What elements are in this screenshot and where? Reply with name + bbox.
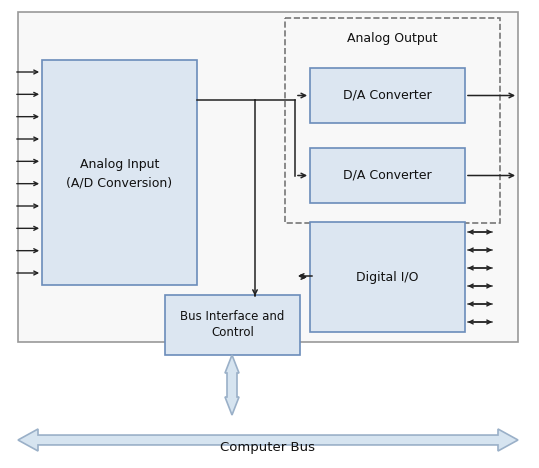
Text: Analog Output: Analog Output [347, 32, 437, 45]
Bar [18, 12, 518, 342]
Text: Computer Bus: Computer Bus [220, 441, 315, 454]
Text: Control: Control [211, 327, 254, 339]
Bar [310, 68, 465, 123]
Text: Bus Interface and: Bus Interface and [181, 310, 285, 323]
Text: (A/D Conversion): (A/D Conversion) [66, 176, 172, 189]
Bar [310, 222, 465, 332]
Bar [310, 148, 465, 203]
Bar [285, 18, 500, 223]
Text: D/A Converter: D/A Converter [343, 169, 432, 182]
Text: Digital I/O: Digital I/O [356, 271, 419, 284]
Text: Analog Input: Analog Input [80, 158, 159, 171]
Text: D/A Converter: D/A Converter [343, 89, 432, 102]
Bar [165, 295, 300, 355]
Polygon shape [225, 355, 239, 415]
Bar [42, 60, 197, 285]
Polygon shape [18, 429, 518, 451]
